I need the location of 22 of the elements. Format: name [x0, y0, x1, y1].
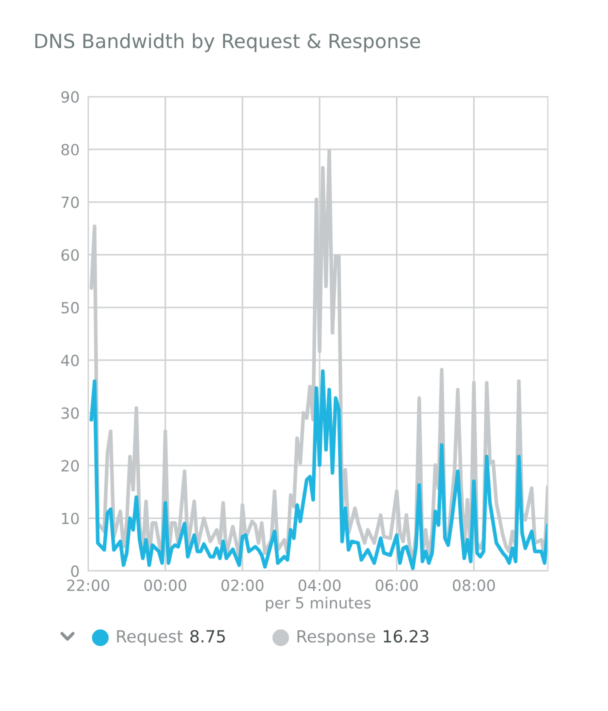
y-tick-label: 60 [61, 249, 79, 261]
x-tick-label: 08:00 [452, 580, 495, 592]
x-tick-label: 00:00 [144, 580, 186, 592]
x-axis-title: per 5 minutes [266, 596, 371, 612]
x-tick-label: 06:00 [376, 580, 418, 592]
y-tick-label: 10 [62, 512, 79, 524]
x-tick-label: 02:00 [221, 580, 264, 592]
y-tick-label: 90 [61, 91, 79, 103]
text: 16.23 [384, 630, 428, 643]
legend-label: Request [117, 630, 183, 646]
legend-label: Response [298, 630, 376, 646]
y-tick-label: 20 [62, 460, 79, 472]
text: 8.75 [190, 630, 225, 643]
x-tick-label: 04:00 [298, 580, 341, 592]
y-tick-label: 80 [61, 144, 79, 156]
x-tick-label: 22:00 [67, 580, 110, 592]
y-tick-label: 0 [71, 565, 79, 577]
y-tick-label: 70 [62, 196, 79, 208]
y-tick-label: 30 [62, 407, 79, 419]
y-tick-label: 40 [61, 354, 79, 366]
chart-title: DNS Bandwidth by Request & Response [35, 33, 420, 52]
y-tick-label: 50 [62, 302, 79, 314]
